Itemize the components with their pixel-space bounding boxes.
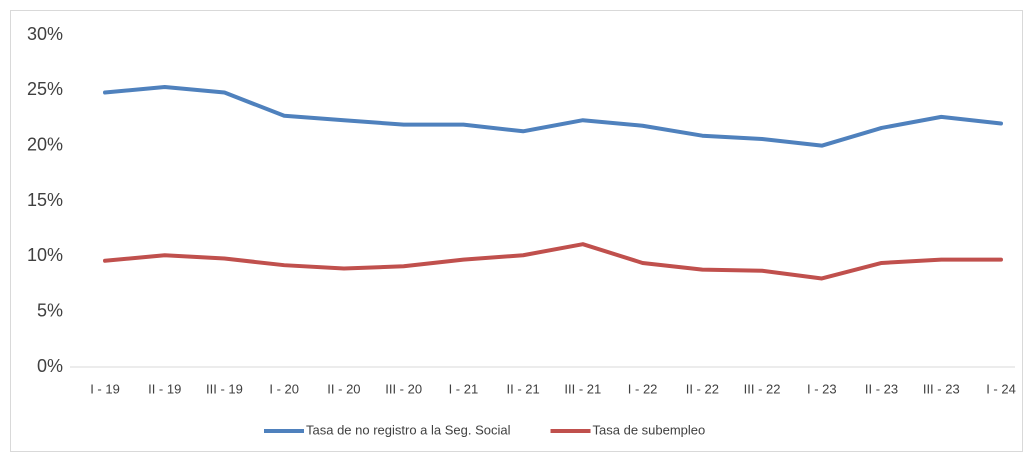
y-tick-label: 25%	[27, 79, 63, 99]
x-tick-label: I - 19	[90, 381, 120, 396]
x-tick-label: I - 22	[628, 381, 658, 396]
x-tick-label: III - 19	[206, 381, 243, 396]
chart-frame	[10, 10, 1023, 452]
y-tick-label: 20%	[27, 134, 63, 154]
y-tick-label: 5%	[37, 300, 63, 320]
x-tick-label: I - 23	[807, 381, 837, 396]
x-tick-label: II - 21	[507, 381, 540, 396]
x-tick-label: I - 20	[269, 381, 299, 396]
x-tick-label: II - 22	[686, 381, 719, 396]
series-line	[103, 85, 1003, 148]
x-tick-label: II - 20	[327, 381, 360, 396]
legend-label: Tasa de subempleo	[593, 422, 706, 437]
legend-label: Tasa de no registro a la Seg. Social	[306, 422, 511, 437]
y-tick-label: 30%	[27, 24, 63, 44]
x-tick-label: III - 22	[744, 381, 781, 396]
y-tick-label: 15%	[27, 190, 63, 210]
x-tick-label: II - 23	[865, 381, 898, 396]
y-tick-label: 0%	[37, 356, 63, 376]
x-tick-label: II - 19	[148, 381, 181, 396]
series-line	[103, 242, 1003, 281]
y-tick-label: 10%	[27, 245, 63, 265]
x-tick-label: III - 20	[385, 381, 422, 396]
x-tick-label: III - 23	[923, 381, 960, 396]
x-tick-label: I - 21	[449, 381, 479, 396]
x-tick-label: I - 24	[986, 381, 1016, 396]
x-tick-label: III - 21	[564, 381, 601, 396]
